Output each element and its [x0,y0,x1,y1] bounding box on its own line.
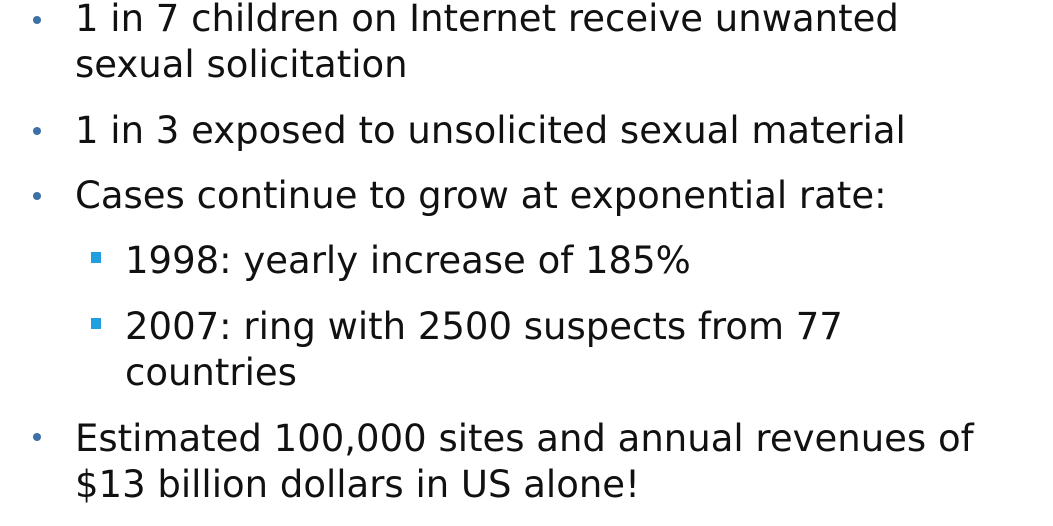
bullet-4-line-2: $13 billion dollars in US alone! [75,463,640,506]
bullet-dot-icon [33,127,41,135]
bullet-item-3: Cases continue to grow at exponential ra… [75,173,887,219]
bullet-item-1: 1 in 7 children on Internet receive unwa… [75,0,899,88]
bullet-dot-icon [33,16,41,24]
sub-bullet-2-line-2: countries [125,351,297,394]
bullet-square-icon [91,252,101,263]
bullet-dot-icon [33,433,41,441]
sub-bullet-2-line-1: 2007: ring with 2500 suspects from 77 [125,305,843,348]
sub-bullet-item-1: 1998: yearly increase of 185% [125,238,691,284]
bullet-1-line-2: sexual solicitation [75,43,408,86]
sub-bullet-item-2: 2007: ring with 2500 suspects from 77 co… [125,304,843,396]
bullet-item-4: Estimated 100,000 sites and annual reven… [75,416,974,508]
bullet-dot-icon [33,192,41,200]
sub-bullet-1-line-1: 1998: yearly increase of 185% [125,239,691,282]
bullet-square-icon [91,318,101,329]
bullet-1-line-1: 1 in 7 children on Internet receive unwa… [75,0,899,40]
bullet-4-line-1: Estimated 100,000 sites and annual reven… [75,417,974,460]
bullet-item-2: 1 in 3 exposed to unsolicited sexual mat… [75,108,906,154]
bullet-3-line-1: Cases continue to grow at exponential ra… [75,174,887,217]
bullet-2-line-1: 1 in 3 exposed to unsolicited sexual mat… [75,109,906,152]
